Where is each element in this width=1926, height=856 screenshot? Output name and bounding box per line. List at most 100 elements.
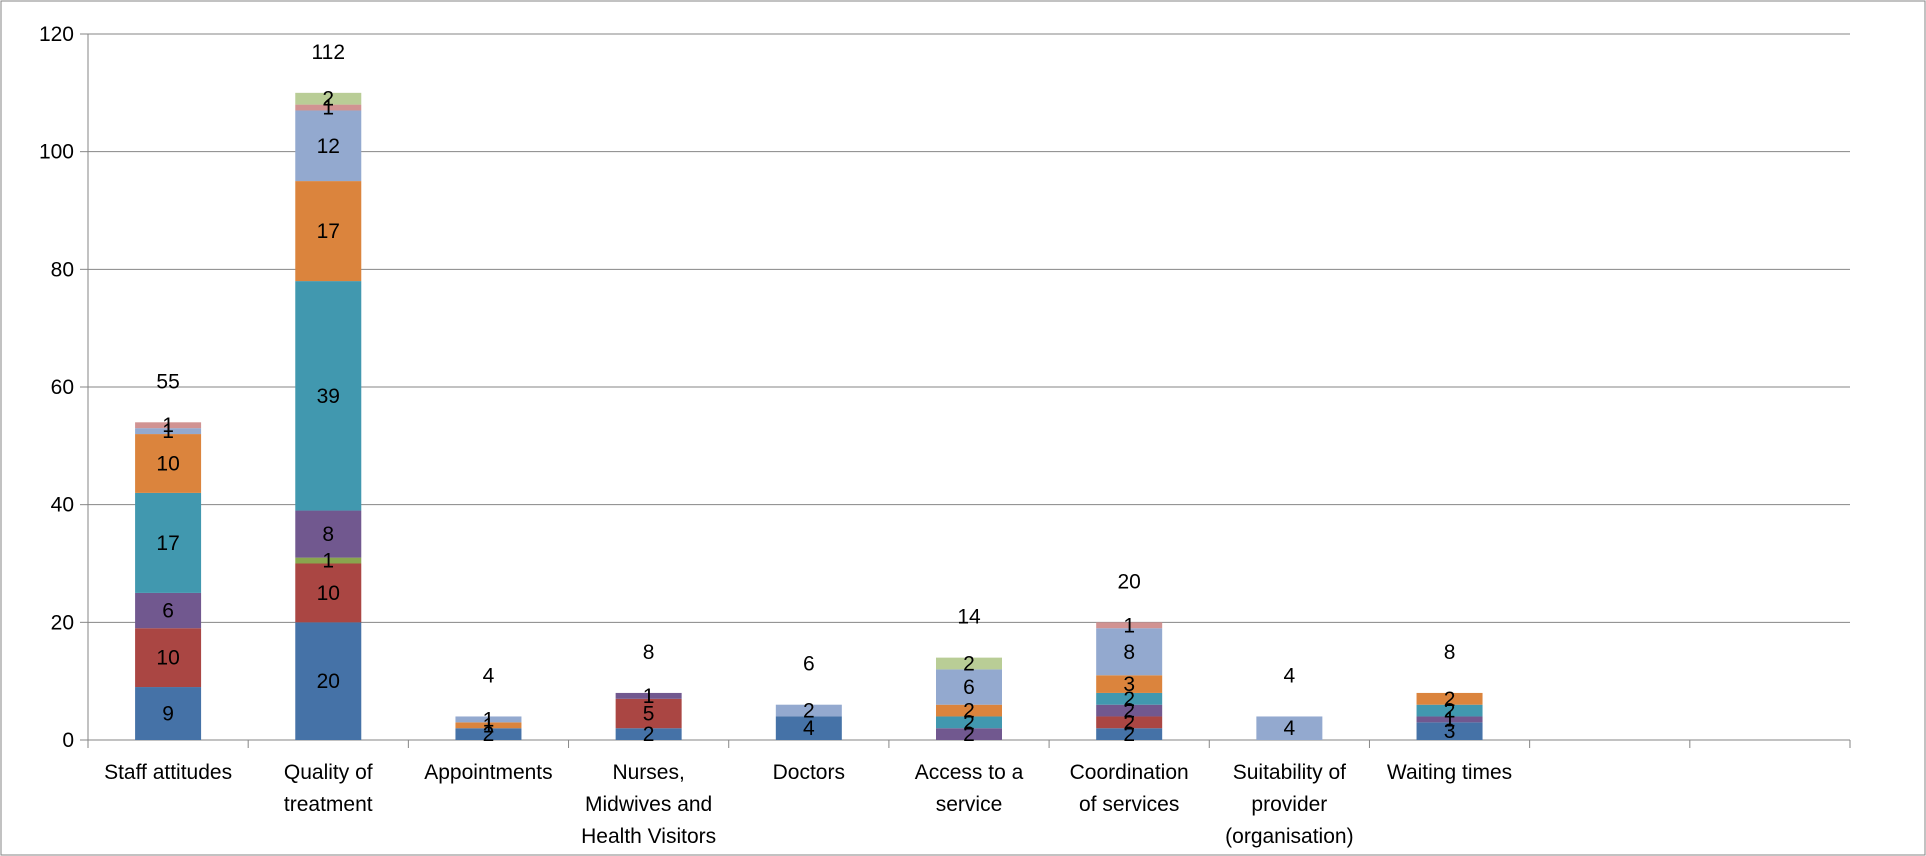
bar-segment-label: 6 (963, 676, 975, 699)
bar-segment (775, 704, 842, 717)
bars (135, 92, 1483, 740)
bar-segment (455, 728, 522, 740)
y-tick-label: 0 (62, 729, 74, 752)
bar-segment-label: 3 (1123, 673, 1135, 696)
bar-segment-label: 12 (317, 135, 340, 158)
x-tick-label: provider (1251, 793, 1327, 816)
bar-segment (1256, 716, 1323, 740)
bar-segment-label: 1 (483, 708, 495, 731)
bar-segment-label: 1 (643, 685, 655, 708)
bar-segment (295, 557, 362, 564)
bar-segment-label: 20 (317, 670, 340, 693)
bar-segment-label: 2 (1444, 688, 1456, 711)
bar-segment-label: 4 (803, 717, 815, 740)
bar-segment (295, 622, 362, 740)
bar-segment (1096, 716, 1163, 729)
x-tick-label: Nurses, (612, 761, 684, 784)
y-tick-label: 80 (51, 258, 74, 281)
bar-segment-label: 2 (963, 700, 975, 723)
bar-segment-label: 1 (1123, 614, 1135, 637)
bar-segment (1096, 675, 1163, 693)
x-tick-label: Midwives and (585, 793, 712, 816)
bar-segment (936, 704, 1002, 717)
bar-segment (455, 716, 522, 723)
bar-segment (135, 422, 202, 429)
data-labels: 9106171011552010183917121211221142518426… (156, 41, 1455, 746)
bar-segment (936, 669, 1002, 705)
bar-segment-label: 2 (963, 653, 975, 676)
x-tick-label: (organisation) (1225, 825, 1353, 848)
bar-segment-label: 2 (963, 711, 975, 734)
bar-segment-label: 1 (1444, 708, 1456, 731)
bar-segment (135, 492, 202, 593)
bar-segment-label: 8 (322, 523, 334, 546)
bar-segment (1096, 692, 1163, 705)
bar-segment (295, 110, 362, 182)
bar-segment-label: 2 (963, 723, 975, 746)
bar-total-label: 4 (1284, 664, 1296, 687)
bar-segment (1096, 622, 1163, 629)
bar-segment-label: 2 (803, 700, 815, 723)
bar-segment (295, 92, 362, 105)
x-tick-label: Staff attitudes (104, 761, 232, 784)
bar-segment-label: 1 (162, 414, 174, 437)
gridlines (88, 33, 1850, 623)
bar-segment-label: 1 (322, 97, 334, 120)
bar-total-label: 112 (312, 41, 345, 64)
bar-segment-label: 4 (1284, 717, 1296, 740)
bar-segment-label: 2 (1444, 700, 1456, 723)
x-tick-label: Appointments (424, 761, 552, 784)
y-tick-label: 60 (51, 376, 74, 399)
bar-segment (775, 716, 842, 740)
bar-segment (936, 728, 1002, 740)
bar-segment (295, 104, 362, 111)
bar-segment-label: 5 (643, 703, 655, 726)
y-tick-label: 120 (39, 23, 74, 46)
bar-total-label: 8 (643, 641, 655, 664)
y-tick-label: 20 (51, 611, 74, 634)
bar-segment-label: 2 (1123, 711, 1135, 734)
bar-total-label: 6 (803, 653, 815, 676)
x-tick-label: treatment (284, 793, 373, 816)
bar-segment (295, 510, 362, 558)
x-tick-label: Doctors (773, 761, 845, 784)
bar-segment-label: 39 (317, 385, 340, 408)
bar-segment (295, 563, 362, 623)
bar-segment-label: 3 (1444, 720, 1456, 743)
bar-segment-label: 1 (162, 420, 174, 443)
x-tick-label: Quality of (284, 761, 373, 784)
bar-segment-label: 2 (322, 88, 334, 111)
bar-segment-label: 9 (162, 703, 174, 726)
bar-segment (135, 628, 202, 688)
bar-segment (135, 687, 202, 740)
bar-segment (615, 728, 682, 740)
bar-segment-label: 8 (1123, 641, 1135, 664)
bar-total-label: 8 (1444, 641, 1456, 664)
bar-segment (135, 592, 202, 629)
bar-segment (1096, 704, 1163, 717)
bar-segment-label: 10 (317, 582, 340, 605)
bar-segment-label: 1 (483, 714, 495, 737)
bar-segment (135, 428, 202, 435)
x-tick-label: Coordination (1070, 761, 1189, 784)
bar-segment (1416, 716, 1483, 723)
bar-segment-label: 10 (156, 647, 179, 670)
bar-total-label: 55 (156, 370, 179, 393)
bar-segment (455, 722, 522, 729)
x-tick-label: Health Visitors (581, 825, 716, 848)
bar-total-label: 4 (483, 664, 495, 687)
x-tick-label: Waiting times (1387, 761, 1512, 784)
x-tick-label: Suitability of (1233, 761, 1346, 784)
x-tick-label: Access to a (915, 761, 1024, 784)
bar-segment (615, 698, 682, 729)
bar-segment (135, 434, 202, 493)
bar-segment (1096, 728, 1163, 740)
x-tick-label: service (936, 793, 1003, 816)
bar-segment (1096, 628, 1163, 676)
bar-segment-label: 2 (1123, 700, 1135, 723)
bar-segment-label: 1 (322, 550, 334, 573)
bar-segment (615, 692, 682, 699)
